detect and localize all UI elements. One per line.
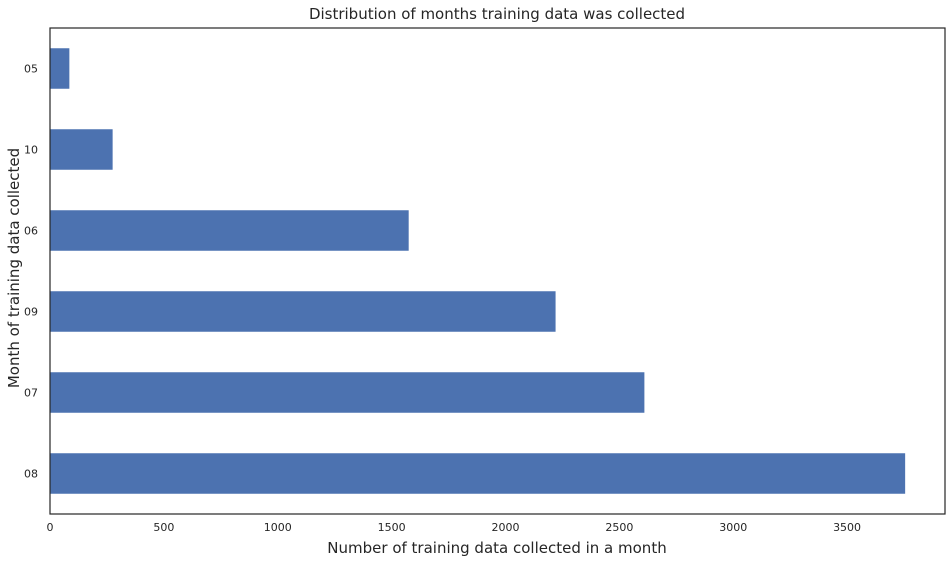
chart-title: Distribution of months training data was… [309, 5, 685, 23]
x-tick-labels: 0 500 1000 1500 2000 2500 3000 3500 [47, 521, 862, 534]
bar-10 [50, 129, 113, 170]
plot-frame [49, 27, 946, 515]
y-tick-label-07: 07 [24, 387, 38, 400]
bar-07 [50, 372, 645, 413]
x-tick-label-3500: 3500 [833, 521, 861, 534]
x-tick-label-2000: 2000 [491, 521, 519, 534]
bar-08 [50, 453, 906, 494]
x-tick-label-500: 500 [153, 521, 174, 534]
x-tick-label-1000: 1000 [264, 521, 292, 534]
y-tick-label-08: 08 [24, 468, 38, 481]
x-tick-label-0: 0 [47, 521, 54, 534]
x-tick-label-3000: 3000 [719, 521, 747, 534]
y-tick-labels: 05 10 06 09 07 08 [24, 63, 38, 481]
y-tick-label-10: 10 [24, 144, 38, 157]
y-tick-label-05: 05 [24, 63, 38, 76]
bar-09 [50, 291, 556, 332]
bar-06 [50, 210, 409, 251]
y-tick-label-09: 09 [24, 306, 38, 319]
x-axis-title: Number of training data collected in a m… [327, 539, 666, 557]
bar-05 [50, 48, 70, 89]
y-tick-label-06: 06 [24, 225, 38, 238]
x-tick-label-1500: 1500 [378, 521, 406, 534]
bars-group [50, 48, 906, 494]
x-tick-label-2500: 2500 [605, 521, 633, 534]
y-axis-title: Month of training data collected [5, 148, 23, 388]
